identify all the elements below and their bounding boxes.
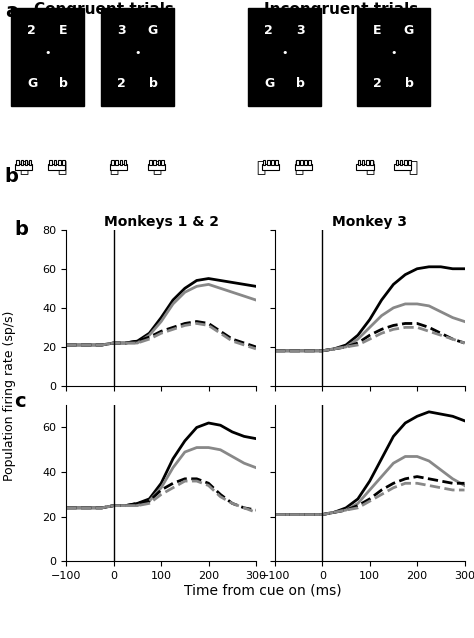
Text: G: G xyxy=(264,77,274,90)
Bar xyxy=(408,160,410,165)
Text: ꋪ: ꋪ xyxy=(19,160,28,175)
Bar xyxy=(162,160,164,165)
Bar xyxy=(271,161,274,165)
Text: b: b xyxy=(59,77,67,90)
Bar xyxy=(58,161,61,165)
FancyBboxPatch shape xyxy=(247,8,321,106)
Title: Monkeys 1 & 2: Monkeys 1 & 2 xyxy=(104,214,219,228)
FancyBboxPatch shape xyxy=(11,8,84,106)
Bar xyxy=(148,165,165,170)
Text: 3: 3 xyxy=(117,24,126,38)
Text: Time from cue on (ms): Time from cue on (ms) xyxy=(184,583,342,597)
Bar xyxy=(16,161,19,165)
Text: 2: 2 xyxy=(373,77,382,90)
Bar xyxy=(263,161,265,165)
Text: b: b xyxy=(14,220,28,239)
Bar xyxy=(25,161,27,165)
Bar xyxy=(362,160,365,165)
Bar xyxy=(400,160,402,165)
FancyBboxPatch shape xyxy=(356,8,430,106)
Text: •: • xyxy=(44,48,51,58)
Bar xyxy=(124,160,126,165)
Bar xyxy=(366,161,369,165)
Text: E: E xyxy=(373,24,382,38)
Text: •: • xyxy=(281,48,288,58)
Bar xyxy=(300,160,303,165)
Text: b: b xyxy=(405,77,413,90)
Bar xyxy=(111,161,114,165)
Text: b: b xyxy=(5,167,18,186)
Bar xyxy=(153,160,156,165)
Text: 2: 2 xyxy=(117,77,126,90)
Bar xyxy=(404,161,407,165)
Text: ꋪ: ꋪ xyxy=(365,160,374,175)
Bar xyxy=(149,161,152,165)
Bar xyxy=(110,165,127,170)
Bar xyxy=(115,160,118,165)
Bar xyxy=(304,161,307,165)
Bar xyxy=(119,161,122,165)
Text: ꋪ: ꋪ xyxy=(256,160,265,175)
Bar xyxy=(29,160,31,165)
Text: •: • xyxy=(390,48,397,58)
Text: b: b xyxy=(149,77,157,90)
Text: E: E xyxy=(59,24,67,38)
Text: ꋪ: ꋪ xyxy=(152,160,161,175)
Bar xyxy=(309,160,311,165)
Bar xyxy=(267,160,270,165)
Text: Population firing rate (sp/s): Population firing rate (sp/s) xyxy=(3,310,16,481)
Bar xyxy=(262,165,279,170)
Title: Monkey 3: Monkey 3 xyxy=(332,214,407,228)
FancyBboxPatch shape xyxy=(100,8,174,106)
Text: 2: 2 xyxy=(27,24,36,38)
Bar xyxy=(15,165,32,170)
Text: Congruent trials: Congruent trials xyxy=(34,2,174,17)
Bar xyxy=(395,161,398,165)
Bar xyxy=(356,165,374,170)
Bar xyxy=(357,161,360,165)
Text: a: a xyxy=(5,2,18,21)
Bar xyxy=(295,165,312,170)
Text: c: c xyxy=(14,392,26,412)
Text: •: • xyxy=(134,48,141,58)
Text: ꋪ: ꋪ xyxy=(109,160,118,175)
Text: G: G xyxy=(27,77,37,90)
Text: Incongruent trials: Incongruent trials xyxy=(264,2,419,17)
Bar xyxy=(275,160,278,165)
Bar xyxy=(20,160,23,165)
Text: G: G xyxy=(403,24,413,38)
Bar xyxy=(370,160,373,165)
Text: ꋪ: ꋪ xyxy=(294,160,303,175)
Bar xyxy=(157,161,160,165)
Bar xyxy=(296,161,299,165)
Text: G: G xyxy=(147,24,157,38)
Bar xyxy=(49,161,52,165)
Bar xyxy=(48,165,65,170)
Text: b: b xyxy=(296,77,304,90)
Text: 3: 3 xyxy=(296,24,304,38)
Text: ꋪ: ꋪ xyxy=(408,160,417,175)
Text: ꋪ: ꋪ xyxy=(57,160,66,175)
Text: 2: 2 xyxy=(264,24,273,38)
Bar xyxy=(394,165,411,170)
Bar xyxy=(54,160,56,165)
Bar xyxy=(62,160,64,165)
